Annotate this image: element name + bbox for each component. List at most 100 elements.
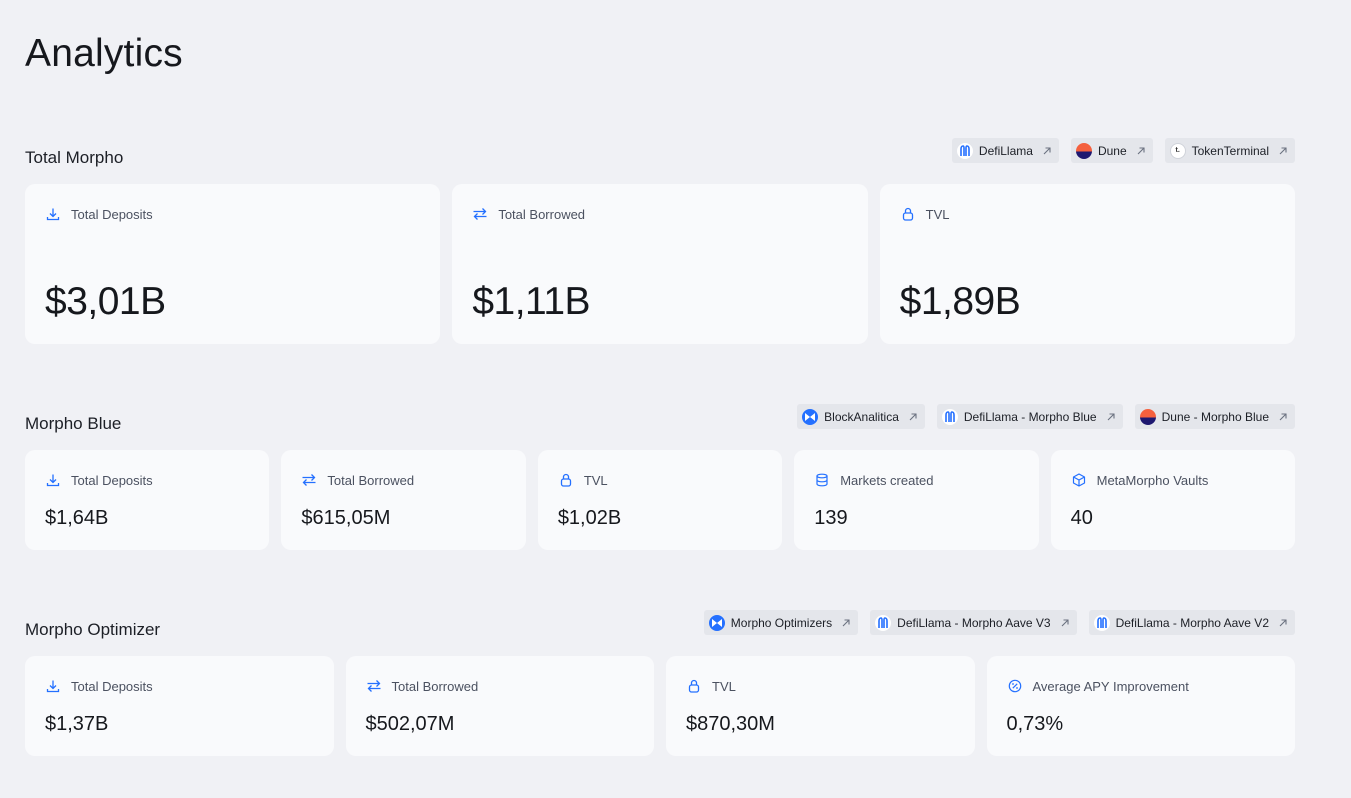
lock-icon — [900, 206, 916, 222]
stat-label-text: Total Deposits — [71, 472, 153, 488]
lock-icon — [558, 472, 574, 488]
stat-value: $1,02B — [557, 507, 622, 529]
page-title: Analytics — [25, 32, 183, 75]
link-label: BlockAnalitica — [824, 409, 899, 424]
defillama-logo — [956, 142, 973, 159]
stat-value: 0,73% — [1006, 713, 1064, 735]
defillama-logo — [941, 408, 958, 425]
morpho-logo — [802, 408, 819, 425]
external-arrow-icon — [1107, 412, 1115, 420]
cube-icon — [1071, 472, 1087, 488]
defillama-logo — [875, 614, 892, 631]
link-label: DefiLlama - Morpho Blue — [963, 409, 1097, 424]
stat-value: $1,11B — [472, 280, 591, 323]
stat-label: Average APY Improvement — [1007, 678, 1189, 694]
link-label: DefiLlama — [978, 143, 1033, 158]
stat-label: MetaMorpho Vaults — [1071, 472, 1209, 488]
percent-badge-icon — [1007, 678, 1023, 694]
external-arrow-icon — [909, 412, 917, 420]
section-total-morpho: Total Morpho DefiLlama Dune t. TokenTerm… — [25, 138, 1295, 344]
section-morpho-blue: Morpho Blue BlockAnalitica DefiLlama - M… — [25, 404, 1296, 550]
stat-value: $1,89B — [899, 280, 1021, 323]
link-dune-morpho-blue[interactable]: Dune - Morpho Blue — [1134, 404, 1295, 429]
stat-cards: Total Deposits $3,01B Total Borrowed $1,… — [25, 184, 1295, 344]
section-morpho-optimizer: Morpho Optimizer Morpho Optimizers DefiL… — [25, 610, 1295, 756]
stat-label: TVL — [900, 206, 950, 222]
stat-value: 139 — [814, 507, 848, 529]
link-label: DefiLlama - Morpho Aave V3 — [897, 615, 1051, 630]
stat-card-total-deposits: Total Deposits $3,01B — [25, 184, 441, 344]
external-links: BlockAnalitica DefiLlama - Morpho Blue D… — [797, 404, 1295, 429]
link-defillama[interactable]: DefiLlama — [951, 138, 1059, 163]
tokenterminal-logo: t. — [1169, 142, 1186, 159]
lock-icon — [686, 678, 702, 694]
link-label: DefiLlama - Morpho Aave V2 — [1115, 615, 1269, 630]
link-label: Morpho Optimizers — [730, 615, 833, 630]
stat-card-total-borrowed: Total Borrowed $615,05M — [281, 450, 526, 550]
stat-label: Total Borrowed — [366, 678, 479, 694]
dune-logo — [1075, 142, 1092, 159]
stat-cards: Total Deposits $1,37B Total Borrowed $50… — [25, 656, 1295, 756]
stat-card-total-deposits: Total Deposits $1,64B — [25, 450, 270, 550]
stat-label: Total Deposits — [45, 472, 153, 488]
stat-card-tvl: TVL $870,30M — [666, 656, 975, 756]
stat-label: Total Deposits — [45, 206, 153, 222]
morpho-logo — [708, 614, 725, 631]
external-arrow-icon — [1043, 146, 1051, 154]
stat-card-total-borrowed: Total Borrowed $502,07M — [345, 656, 654, 756]
external-links: DefiLlama Dune t. TokenTerminal — [951, 138, 1295, 163]
external-arrow-icon — [842, 618, 850, 626]
external-arrow-icon — [1279, 618, 1287, 626]
swap-arrows-icon — [301, 472, 317, 488]
stat-card-tvl: TVL $1,89B — [879, 184, 1295, 344]
stat-card-tvl: TVL $1,02B — [537, 450, 783, 550]
external-links: Morpho Optimizers DefiLlama - Morpho Aav… — [703, 610, 1295, 635]
stat-value: $3,01B — [45, 280, 166, 323]
stat-label: Markets created — [814, 472, 933, 488]
stat-label: Total Borrowed — [301, 472, 414, 488]
stat-label-text: Total Borrowed — [391, 678, 479, 694]
link-defillama-morpho-aave-v2[interactable]: DefiLlama - Morpho Aave V2 — [1088, 610, 1295, 635]
stat-cards: Total Deposits $1,64B Total Borrowed $61… — [25, 450, 1296, 550]
stat-label: Total Deposits — [45, 678, 153, 694]
stat-card-total-borrowed: Total Borrowed $1,11B — [452, 184, 868, 344]
stat-value: $870,30M — [686, 713, 775, 735]
stat-label-text: Markets created — [840, 472, 934, 488]
link-tokenterminal[interactable]: t. TokenTerminal — [1164, 138, 1295, 163]
stat-value: $502,07M — [365, 713, 455, 735]
external-arrow-icon — [1137, 146, 1145, 154]
stat-label-text: TVL — [712, 678, 736, 694]
stat-label-text: Total Borrowed — [327, 472, 415, 488]
section-header: Morpho Blue BlockAnalitica DefiLlama - M… — [25, 404, 1295, 434]
link-morpho-optimizers[interactable]: Morpho Optimizers — [703, 610, 859, 635]
download-icon — [45, 678, 61, 694]
stat-card-markets-created: Markets created 139 — [794, 450, 1039, 550]
stat-label-text: Total Borrowed — [498, 206, 586, 222]
download-icon — [45, 206, 61, 222]
link-defillama-morpho-aave-v3[interactable]: DefiLlama - Morpho Aave V3 — [870, 610, 1077, 635]
link-label: Dune — [1097, 143, 1127, 158]
stat-label-text: Total Deposits — [71, 206, 153, 222]
link-label: Dune - Morpho Blue — [1161, 409, 1269, 424]
section-header: Total Morpho DefiLlama Dune t. TokenTerm… — [25, 138, 1295, 168]
stat-card-metamorpho-vaults: MetaMorpho Vaults 40 — [1050, 450, 1296, 550]
stat-label-text: TVL — [925, 206, 950, 222]
stat-card-average-apy-improvement: Average APY Improvement 0,73% — [986, 656, 1295, 756]
stat-label-text: Average APY Improvement — [1032, 678, 1189, 694]
section-title: Morpho Blue — [25, 414, 122, 433]
stat-value: $615,05M — [301, 507, 391, 529]
link-defillama-morpho-blue[interactable]: DefiLlama - Morpho Blue — [936, 404, 1123, 429]
dune-logo — [1139, 408, 1156, 425]
link-blockanalitica[interactable]: BlockAnalitica — [797, 404, 925, 429]
link-dune[interactable]: Dune — [1070, 138, 1153, 163]
defillama-logo — [1093, 614, 1110, 631]
stat-label: Total Borrowed — [472, 206, 585, 222]
external-arrow-icon — [1279, 412, 1287, 420]
section-title: Total Morpho — [25, 148, 124, 167]
stat-value: 40 — [1070, 507, 1093, 529]
download-icon — [45, 472, 61, 488]
database-icon — [814, 472, 830, 488]
stat-label-text: MetaMorpho Vaults — [1096, 472, 1209, 488]
stat-label-text: Total Deposits — [71, 678, 153, 694]
stat-value: $1,37B — [45, 713, 109, 735]
